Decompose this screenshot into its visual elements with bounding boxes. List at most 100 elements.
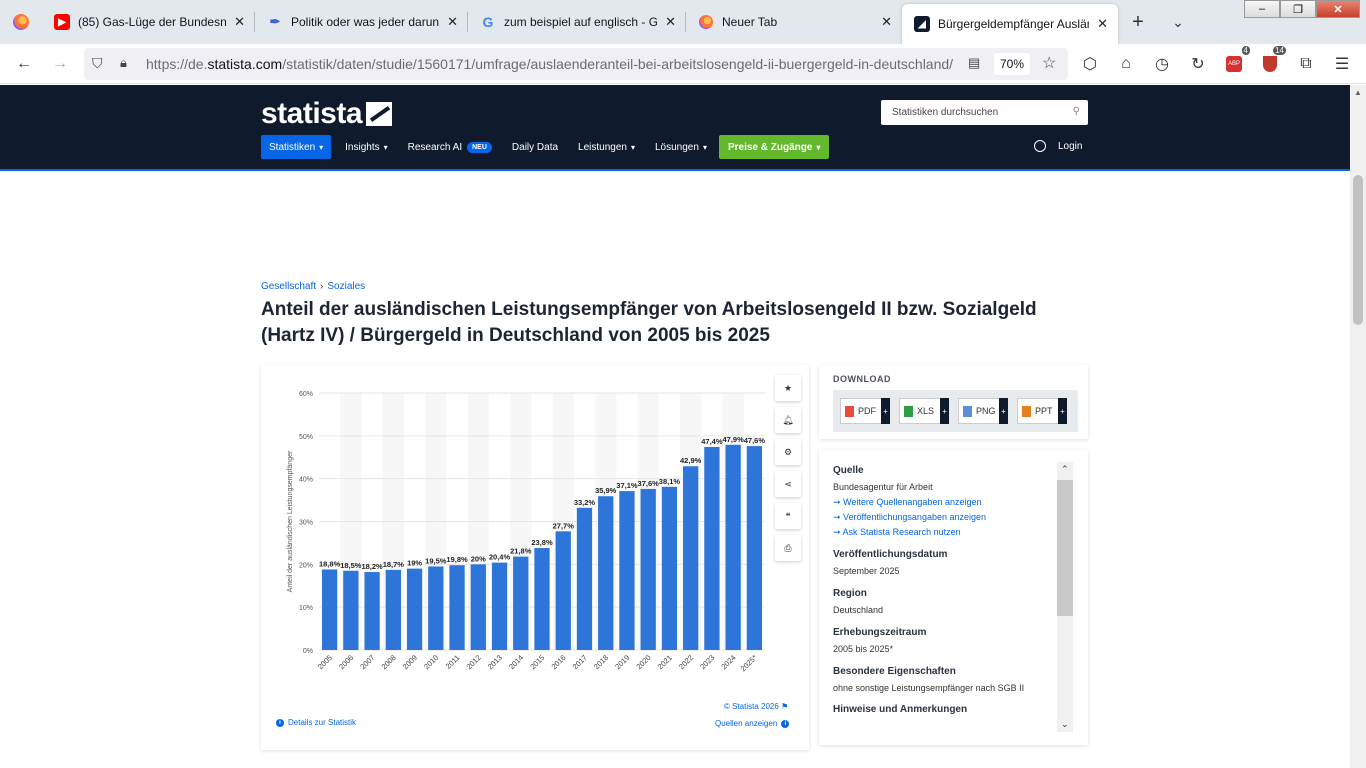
window-controls: – ❐ ✕	[1244, 0, 1360, 18]
x-tick-label: 2005	[316, 653, 334, 671]
weitere-quellen-link[interactable]: ➞ Weitere Quellenangaben anzeigen	[833, 497, 982, 507]
bar-2017	[576, 507, 593, 650]
back-icon[interactable]: ←	[16, 55, 32, 72]
data-label: 21,8%	[510, 547, 532, 556]
breadcrumb-gesellschaft[interactable]: Gesellschaft	[261, 281, 317, 292]
tab-google[interactable]: G zum beispiel auf englisch - Go ✕	[468, 0, 686, 44]
bar-2011	[449, 565, 465, 650]
lock-icon[interactable]: 🔒︎	[120, 55, 127, 70]
share-icon[interactable]: ⋖	[775, 471, 801, 497]
copyright[interactable]: © Statista 2026 ⚑	[724, 702, 789, 711]
quote-icon[interactable]: ❝	[775, 503, 801, 529]
menu-research-ai[interactable]: Research AI NEU	[408, 135, 492, 159]
download-png-button[interactable]: PNG +	[958, 398, 1008, 424]
close-window-button[interactable]: ✕	[1316, 0, 1360, 18]
tab-youtube[interactable]: ▶ (85) Gas-Lüge der Bundesnetzа ✕	[42, 0, 255, 44]
forward-icon[interactable]: →	[52, 55, 68, 72]
globe-icon[interactable]	[1034, 140, 1046, 152]
download-pdf-button[interactable]: PDF +	[840, 398, 890, 424]
tab-bar: ▶ (85) Gas-Lüge der Bundesnetzа ✕ ✒ Poli…	[0, 0, 1366, 44]
maximize-button[interactable]: ❐	[1280, 0, 1316, 18]
bar-2013	[491, 562, 508, 650]
data-label: 47,9%	[723, 435, 745, 444]
favorite-star-icon[interactable]: ★	[775, 375, 801, 401]
datum-heading: Veröffentlichungsdatum	[833, 549, 948, 560]
statista-logo[interactable]: statista	[261, 97, 393, 131]
tab-politik[interactable]: ✒ Politik oder was jeder darunter ✕	[255, 0, 468, 44]
tab-statista[interactable]: ◢ Bürgergeldempfänger Ausländ ✕	[902, 4, 1118, 44]
bookmark-star-icon[interactable]: ☆	[1042, 55, 1057, 72]
download-title: DOWNLOAD	[833, 374, 891, 384]
url-text[interactable]: https://de.statista.com/statistik/daten/…	[146, 56, 954, 72]
zeitraum-value: 2005 bis 2025*	[833, 644, 894, 654]
data-label: 47,4%	[701, 437, 723, 446]
bell-icon[interactable]: 🔔︎	[775, 407, 801, 433]
x-tick-label: 2019	[613, 653, 631, 671]
history-icon[interactable]: ◷	[1155, 56, 1169, 73]
quellen-link[interactable]: Quellen anzeigen i	[715, 719, 790, 728]
tab-label: zum beispiel auf englisch - Go	[504, 15, 658, 29]
region-value: Deutschland	[833, 605, 884, 615]
hamburger-menu-icon[interactable]: ☰	[1334, 56, 1350, 73]
zoom-indicator[interactable]: 70%	[994, 53, 1030, 75]
data-label: 19,8%	[446, 555, 468, 564]
firefox-icon	[698, 14, 714, 30]
shield-icon[interactable]: ⛉	[92, 55, 103, 71]
search-input[interactable]: Statistiken durchsuchen ⚲	[881, 100, 1088, 125]
extensions-icon[interactable]: ⧉	[1300, 55, 1312, 72]
close-icon[interactable]: ✕	[447, 14, 458, 29]
minimize-button[interactable]: –	[1244, 0, 1280, 18]
menu-preise-button[interactable]: Preise & Zugänge ▾	[718, 135, 830, 159]
home-icon[interactable]: ⌂	[1121, 55, 1131, 72]
chevron-down-icon: ▾	[319, 142, 324, 152]
print-icon[interactable]: ⎙	[775, 535, 801, 561]
info-scrollbar[interactable]: ⌃ ⌄	[1057, 462, 1073, 732]
download-ppt-button[interactable]: PPT +	[1017, 398, 1067, 424]
data-label: 33,2%	[574, 498, 596, 507]
y-tick-label: 60%	[299, 391, 313, 398]
reload-icon[interactable]: ↻	[1191, 56, 1205, 73]
close-icon[interactable]: ✕	[665, 14, 676, 29]
page-scrollbar[interactable]: ▲	[1350, 85, 1366, 768]
datum-value: September 2025	[833, 566, 900, 576]
info-scrollbar-thumb[interactable]	[1057, 480, 1073, 616]
veroeffentlichung-link[interactable]: ➞ Veröffentlichungsangaben anzeigen	[833, 512, 987, 522]
bar-2007	[364, 572, 380, 650]
download-xls-button[interactable]: XLS +	[899, 398, 949, 424]
firefox-menu-icon[interactable]	[0, 0, 42, 44]
menu-leistungen[interactable]: Leistungen ▾	[578, 141, 635, 153]
pocket-icon[interactable]: ⬡	[1083, 56, 1097, 73]
search-icon[interactable]: ⚲	[1072, 106, 1080, 117]
menu-daily-data[interactable]: Daily Data	[511, 141, 559, 153]
login-button[interactable]: Login	[1034, 140, 1082, 152]
scroll-up-icon[interactable]: ▲	[1354, 88, 1362, 97]
menu-loesungen[interactable]: Lösungen ▾	[655, 141, 707, 153]
scroll-up-icon[interactable]: ⌃	[1061, 464, 1069, 474]
scroll-down-icon[interactable]: ⌄	[1061, 719, 1069, 729]
hinweise-heading: Hinweise und Anmerkungen	[833, 704, 968, 715]
breadcrumb-soziales[interactable]: Soziales	[327, 281, 366, 292]
close-icon[interactable]: ✕	[1097, 16, 1108, 31]
settings-gear-icon[interactable]: ⚙	[775, 439, 801, 465]
bar-2020	[640, 488, 656, 650]
list-tabs-button[interactable]: ⌄	[1172, 13, 1184, 30]
scrollbar-thumb[interactable]	[1353, 175, 1363, 325]
chart-actions: ★ 🔔︎ ⚙ ⋖ ❝ ⎙	[775, 375, 801, 567]
x-tick-label: 2022	[677, 653, 695, 671]
tab-neuer-tab[interactable]: Neuer Tab ✕	[686, 0, 902, 44]
details-link[interactable]: i Details zur Statistik	[276, 718, 356, 727]
url-bar[interactable]: ⛉ 🔒︎ https://de.statista.com/statistik/d…	[84, 48, 1068, 80]
x-tick-label: 2020	[634, 653, 652, 671]
close-icon[interactable]: ✕	[881, 14, 892, 29]
adblock-icon[interactable]: ABP 4	[1216, 46, 1252, 80]
ublock-icon[interactable]: 14	[1252, 46, 1288, 80]
new-tab-button[interactable]: +	[1132, 10, 1144, 33]
ask-research-link[interactable]: ➞ Ask Statista Research nutzen	[833, 527, 961, 537]
menu-statistiken[interactable]: Statistiken ▾	[261, 135, 332, 159]
toolbar-right: ⬡ ⌂ ◷ ↻ ABP 4 14 ⧉ ☰	[1072, 46, 1360, 80]
menu-insights[interactable]: Insights ▾	[345, 141, 388, 153]
bar-2014	[513, 556, 529, 650]
reader-view-icon[interactable]: ▤	[968, 55, 981, 70]
y-tick-label: 20%	[299, 562, 313, 569]
close-icon[interactable]: ✕	[234, 14, 245, 29]
